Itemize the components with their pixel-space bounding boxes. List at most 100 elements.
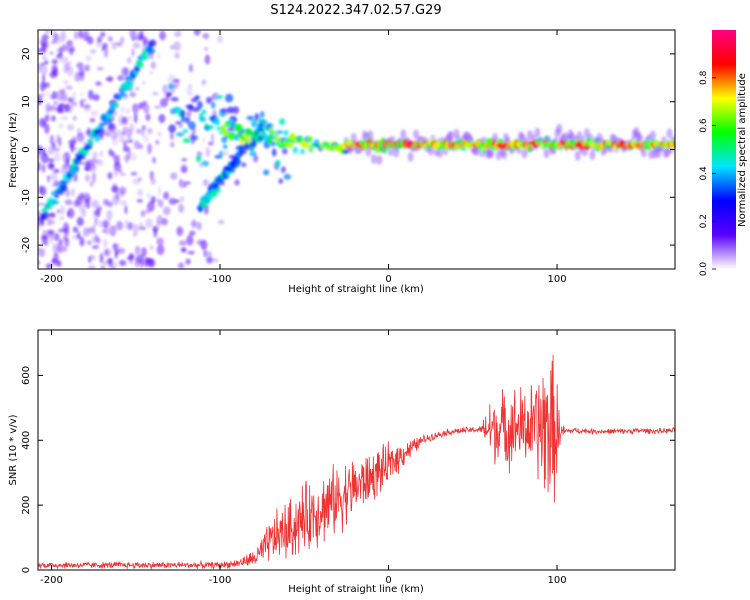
spectrogram-speckle — [44, 114, 50, 122]
spectrogram-plot — [38, 30, 675, 269]
spectrogram-speckle — [39, 38, 48, 47]
spectrogram-speckle — [90, 158, 98, 164]
spectrogram-speckle — [149, 170, 154, 181]
spectrogram-speckle — [132, 152, 136, 162]
spectrogram-y-tick-label: 0 — [21, 146, 32, 152]
spectrogram-feature — [214, 117, 220, 126]
snr-background — [38, 330, 675, 570]
spectrogram-speckle — [134, 224, 139, 235]
spectrogram-speckle — [103, 47, 109, 58]
spectrogram-speckle — [126, 139, 134, 143]
snr-series-line — [38, 354, 675, 570]
spectrogram-speckle — [64, 188, 71, 198]
spectrogram-speckle — [157, 52, 161, 60]
spectrogram-speckle — [103, 248, 112, 257]
spectrogram-speckle — [132, 42, 141, 49]
spectrogram-speckle — [59, 205, 66, 215]
spectrogram-speckle — [136, 128, 142, 134]
spectrogram-speckle — [64, 199, 73, 206]
spectrogram-speckle — [72, 226, 79, 233]
spectrogram-speckle — [49, 94, 55, 100]
spectrogram-speckle — [118, 247, 126, 254]
spectrogram-y-tick-label: 10 — [21, 95, 32, 108]
spectrogram-speckle — [154, 105, 162, 109]
spectrogram-feature — [170, 97, 179, 102]
spectrogram-speckle — [78, 30, 83, 40]
spectrogram-speckle — [206, 256, 214, 264]
spectrogram-speckle — [181, 166, 188, 173]
spectrogram-speckle — [187, 250, 195, 255]
spectrogram-feature — [182, 137, 191, 144]
spectrogram-speckle — [138, 102, 145, 110]
spectrogram-speckle — [129, 92, 136, 97]
spectrogram-speckle — [126, 57, 132, 64]
spectrogram-speckle — [145, 113, 151, 122]
spectrogram-speckle — [131, 48, 135, 57]
spectrogram-speckle — [51, 115, 56, 122]
spectrogram-speckle — [113, 154, 120, 166]
snr-y-tick-label: 600 — [21, 366, 32, 385]
colorbar-tick-label: 0.8 — [699, 70, 709, 85]
spectrogram-feature — [51, 200, 60, 205]
spectrogram-speckle — [38, 185, 43, 195]
spectrogram-speckle — [49, 51, 54, 55]
spectrogram-band — [501, 149, 508, 160]
spectrogram-speckle — [53, 147, 60, 152]
spectrogram-speckle — [140, 210, 146, 218]
spectrogram-speckle — [136, 199, 143, 203]
spectrogram-feature — [278, 178, 284, 184]
spectrogram-speckle — [44, 60, 49, 65]
spectrogram-feature — [253, 154, 259, 163]
spectrogram-speckle — [88, 89, 94, 100]
spectrogram-speckle — [88, 265, 96, 269]
spectrogram-feature — [147, 47, 156, 55]
spectrogram-speckle — [38, 161, 42, 172]
snr-y-tick-label: 200 — [21, 496, 32, 515]
spectrogram-speckle — [46, 229, 55, 235]
spectrogram-feature — [127, 81, 134, 90]
spectrogram-speckle — [38, 49, 42, 53]
spectrogram-feature — [221, 136, 228, 143]
spectrogram-speckle — [86, 240, 92, 245]
spectrogram-band — [589, 150, 596, 161]
spectrogram-speckle — [168, 197, 177, 205]
spectrogram-speckle — [85, 174, 90, 183]
spectrogram-y-label: Frequency (Hz) — [8, 112, 19, 188]
spectrogram-speckle — [89, 181, 94, 187]
spectrogram-speckle — [204, 46, 209, 52]
spectrogram-speckle — [146, 192, 151, 200]
colorbar-tick-label: 0.2 — [699, 214, 709, 228]
spectrogram-feature — [279, 118, 286, 126]
spectrogram-speckle — [200, 239, 208, 250]
spectrogram-speckle — [150, 61, 156, 69]
spectrogram-feature — [199, 116, 207, 123]
snr-y-label: SNR (10 * v/v) — [8, 414, 19, 485]
spectrogram-speckle — [76, 132, 85, 143]
spectrogram-band — [400, 129, 407, 140]
spectrogram-speckle — [100, 264, 106, 269]
spectrogram-speckle — [133, 112, 138, 124]
snr-axes: -200 -100 0 100 0 200 400 600 — [21, 330, 675, 586]
spectrogram-speckle — [180, 247, 187, 253]
spectrogram-feature — [230, 132, 236, 137]
spectrogram-speckle — [88, 256, 92, 264]
spectrogram-speckle — [207, 251, 212, 258]
spectrogram-speckle — [80, 99, 84, 108]
colorbar-tick-label: 0.0 — [699, 262, 709, 277]
spectrogram-feature — [182, 128, 189, 134]
spectrogram-x-tick-label: 100 — [547, 274, 566, 285]
spectrogram-speckle — [149, 71, 153, 75]
spectrogram-feature — [185, 116, 191, 125]
spectrogram-speckle — [108, 36, 113, 42]
spectrogram-speckle — [205, 147, 211, 158]
spectrogram-feature — [190, 97, 196, 103]
spectrogram-speckle — [94, 217, 99, 226]
spectrogram-speckle — [56, 90, 63, 102]
spectrogram-speckle — [217, 34, 223, 44]
spectrogram-speckle — [113, 167, 119, 177]
spectrogram-y-tick-label: 20 — [21, 48, 32, 61]
spectrogram-speckle — [72, 115, 77, 121]
spectrogram-feature — [292, 146, 298, 154]
spectrogram-speckle — [71, 101, 78, 107]
